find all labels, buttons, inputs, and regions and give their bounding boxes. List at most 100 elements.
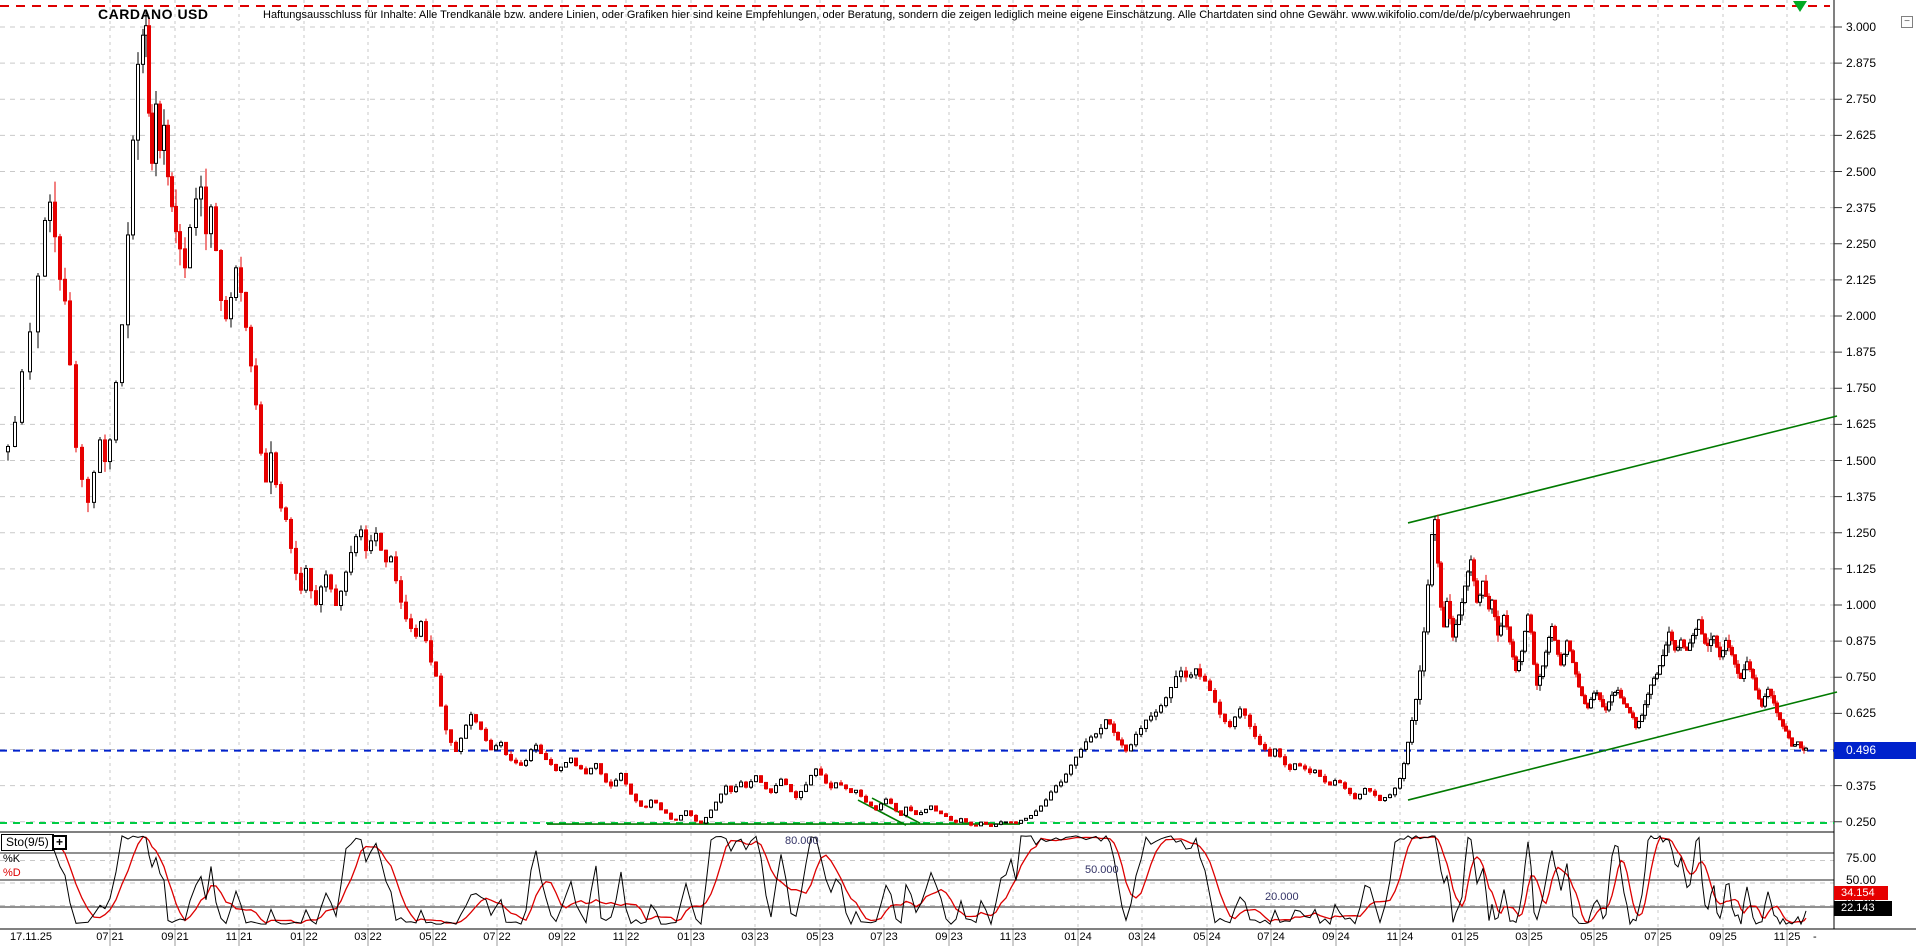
time-axis-label: 01 23 [677,931,705,943]
stochastic-d-value-badge: 34.154 [1834,886,1888,900]
current-price-badge: 0.496 [1834,742,1916,759]
candle-body [279,484,283,509]
page-title: CARDANO USD [98,6,209,22]
price-axis-label: 2.500 [1846,164,1877,179]
candle-body [819,768,823,776]
candle-body [784,778,788,786]
collapse-axis-button[interactable]: − [1901,16,1913,28]
sto-level-label: 50.000 [1085,864,1119,876]
price-axis-label: 3.000 [1846,20,1877,34]
candle-body [829,782,833,789]
candle-body [559,766,563,772]
candle-body [384,549,388,563]
candle-body [1328,781,1332,786]
candle-body [349,552,353,573]
candle-body [759,775,763,783]
candle-body [154,103,158,164]
candle-body [359,529,363,538]
candle-body [849,788,853,794]
candle-body [1418,670,1422,700]
candle-body [959,818,963,823]
candle-body [764,781,768,790]
candle-body [999,821,1003,825]
candle-body [1243,708,1247,716]
candle-body [774,785,778,793]
candle-body [1223,713,1227,723]
candle-body [994,823,998,827]
time-axis-label: 11 23 [999,931,1027,943]
candle-body [1014,821,1018,824]
candle-body [574,757,578,767]
candle-body [1598,692,1602,701]
candle-body [1343,782,1347,789]
stochastic-d-line [7,836,1807,925]
candle-body [354,536,358,554]
candle-body [599,763,603,775]
candle-body [254,365,258,406]
candle-body [174,205,178,233]
candle-body [136,63,140,141]
candle-body [554,763,558,772]
candle-body [1682,639,1686,648]
candle-body [1358,793,1362,800]
candle-body [1652,677,1656,686]
candle-body [188,227,192,269]
candle-body [799,790,803,799]
candle-body [1691,634,1695,644]
candle-body [544,753,548,761]
candle-body [1099,727,1103,735]
candle-body [229,297,233,320]
candle-body [1781,719,1785,727]
time-axis-label: 05 23 [806,931,834,943]
candle-body [344,571,348,592]
candle-body [204,186,208,235]
candle-body [1024,817,1028,821]
sto-level-label: 20.000 [1265,891,1299,903]
candle-body [629,783,633,795]
candle-body [1580,686,1584,697]
candle-body [162,124,166,151]
candle-body [689,810,693,816]
candle-body [43,219,47,277]
candle-body [734,786,738,793]
candle-body [744,781,748,788]
candle-body [1541,665,1545,677]
candle-body [1414,698,1418,721]
candle-body [334,588,338,607]
candle-body [519,762,523,766]
candle-body [1784,725,1788,732]
candle-body [13,421,17,447]
add-indicator-button[interactable]: + [52,835,67,850]
candle-body [1661,655,1665,667]
sto-axis-label: 50.00 [1846,873,1877,887]
candle-body [664,809,668,814]
candle-body [1535,663,1539,686]
time-axis-label: 11 21 [225,931,253,943]
candle-body [1457,614,1461,625]
candle-body [1601,699,1605,708]
candle-body [399,580,403,603]
candle-body [1258,735,1262,745]
candle-body [36,275,40,333]
candle-body [1454,623,1458,638]
candle-body [719,793,723,803]
candle-body [150,112,154,164]
indicator-name-box[interactable]: Sto(9/5) [1,834,54,851]
price-axis-label: 0.625 [1846,706,1877,721]
candle-body [1074,756,1078,766]
candle-body [929,805,933,810]
candle-body [419,621,423,637]
candle-body [1318,769,1322,777]
candle-body [584,768,588,775]
time-axis-label: 07 23 [870,931,898,943]
candle-body [92,471,96,503]
candle-body [1610,694,1614,703]
candle-body [1273,748,1277,757]
candle-body [1709,639,1713,647]
candle-body [1184,670,1188,678]
candle-body [1154,711,1158,717]
time-axis-label: 03 23 [741,931,769,943]
candle-body [369,540,373,552]
